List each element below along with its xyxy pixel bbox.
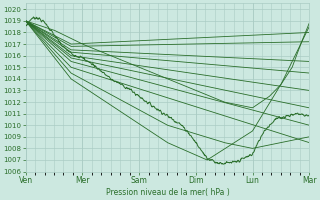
X-axis label: Pression niveau de la mer( hPa ): Pression niveau de la mer( hPa ) [106, 188, 229, 197]
